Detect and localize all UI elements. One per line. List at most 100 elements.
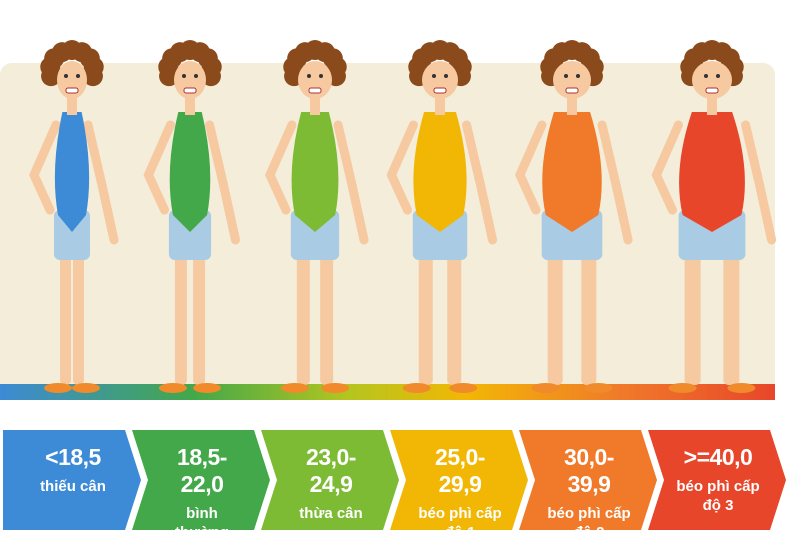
- leotard: [413, 112, 467, 232]
- eye: [182, 74, 186, 78]
- eye: [716, 74, 720, 78]
- leotard: [291, 112, 339, 232]
- face: [422, 61, 458, 99]
- ground-bar: [0, 384, 775, 400]
- bmi-chevron: >=40,0 béo phì cấp độ 3: [648, 430, 786, 530]
- arm: [386, 120, 418, 215]
- eye: [194, 74, 198, 78]
- shoe: [321, 383, 350, 393]
- leg: [723, 240, 740, 385]
- eye: [704, 74, 708, 78]
- bmi-label: béo phì cấp độ 2: [547, 505, 631, 541]
- shorts: [541, 210, 603, 260]
- bmi-range: 30,0-39,9: [564, 444, 614, 497]
- bmi-label: béo phì cấp độ 1: [418, 505, 502, 541]
- hair: [82, 66, 103, 87]
- neck: [707, 95, 717, 115]
- neck: [567, 95, 577, 115]
- bmi-chevron: 23,0-24,9 thừa cân: [261, 430, 399, 530]
- arm: [265, 120, 297, 215]
- eye: [444, 74, 448, 78]
- leg: [447, 240, 462, 385]
- leotard: [54, 112, 90, 232]
- shoe: [727, 383, 756, 393]
- eye: [564, 74, 568, 78]
- arm: [651, 120, 683, 215]
- bmi-range: >=40,0: [683, 444, 753, 470]
- eye: [319, 74, 323, 78]
- arm: [514, 120, 547, 215]
- bmi-range: <18,5: [45, 444, 101, 470]
- bmi-label: thừa cân: [299, 505, 363, 522]
- leg: [581, 240, 597, 385]
- arm: [205, 120, 241, 245]
- mouth: [65, 87, 79, 94]
- leg: [296, 240, 310, 385]
- shoe: [44, 383, 72, 393]
- mouth: [565, 87, 579, 94]
- leg: [174, 240, 187, 385]
- face: [174, 61, 206, 99]
- shorts: [168, 210, 212, 260]
- face: [298, 61, 332, 99]
- shoe: [584, 383, 613, 393]
- face: [57, 61, 87, 99]
- bmi-range: 23,0-24,9: [306, 444, 356, 497]
- shoe: [402, 383, 431, 393]
- eye: [307, 74, 311, 78]
- face: [553, 61, 591, 99]
- neck: [310, 95, 320, 115]
- leg: [60, 240, 71, 385]
- arm: [741, 120, 777, 245]
- leg: [320, 240, 334, 385]
- leg: [418, 240, 433, 385]
- shorts: [290, 210, 340, 260]
- bmi-chevron: 18,5-22,0 bình thường: [132, 430, 270, 530]
- neck: [435, 95, 445, 115]
- arm: [83, 120, 119, 245]
- leotard: [679, 112, 745, 232]
- eye: [432, 74, 436, 78]
- shorts: [678, 210, 746, 260]
- mouth: [433, 87, 447, 94]
- bmi-chevron: 25,0-29,9 béo phì cấp độ 1: [390, 430, 528, 530]
- leotard: [169, 112, 211, 232]
- leg: [193, 240, 206, 385]
- leg: [684, 240, 701, 385]
- shoe: [193, 383, 222, 393]
- mouth: [308, 87, 322, 94]
- bmi-label: béo phì cấp độ 3: [676, 478, 760, 514]
- face: [692, 61, 732, 99]
- shoe: [72, 383, 100, 393]
- shoe: [531, 383, 560, 393]
- leg: [547, 240, 563, 385]
- arm: [29, 120, 61, 215]
- mouth: [183, 87, 197, 94]
- bmi-range: 25,0-29,9: [435, 444, 485, 497]
- mouth: [705, 87, 719, 94]
- bmi-label: thiếu cân: [40, 478, 106, 495]
- arm: [333, 120, 369, 245]
- bmi-chevron: 30,0-39,9 béo phì cấp độ 2: [519, 430, 657, 530]
- eye: [576, 74, 580, 78]
- shoe: [449, 383, 478, 393]
- bmi-label: bình thường: [174, 505, 229, 541]
- eye: [76, 74, 80, 78]
- neck: [67, 95, 77, 115]
- shoe: [158, 383, 187, 393]
- shoe: [668, 383, 697, 393]
- arm: [462, 120, 498, 245]
- leg: [73, 240, 84, 385]
- eye: [64, 74, 68, 78]
- arm: [143, 120, 175, 215]
- arm: [597, 120, 633, 245]
- bmi-chevron: <18,5 thiếu cân: [3, 430, 141, 530]
- shorts: [54, 210, 90, 260]
- shorts: [412, 210, 468, 260]
- neck: [185, 95, 195, 115]
- leotard: [542, 112, 602, 232]
- bmi-range: 18,5-22,0: [177, 444, 227, 497]
- shoe: [280, 383, 309, 393]
